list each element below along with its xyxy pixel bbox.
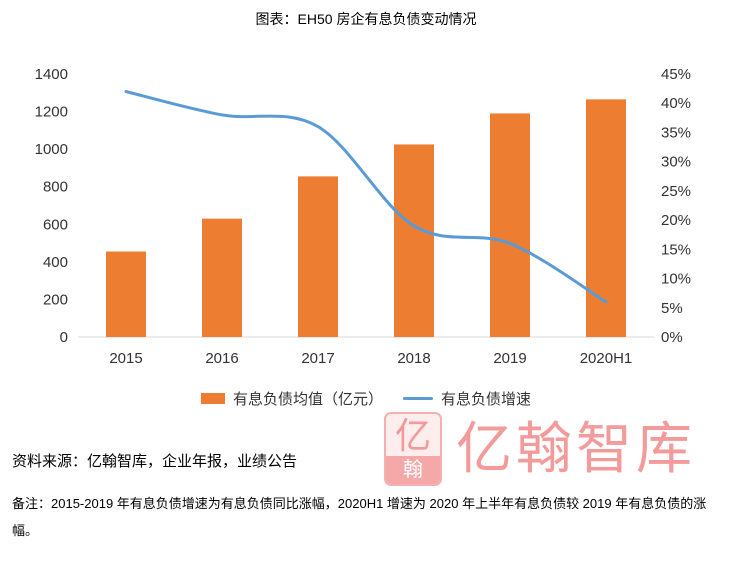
x-tick-label: 2016	[205, 350, 238, 367]
legend-swatch-line	[403, 396, 433, 400]
chart-title: 图表：EH50 房企有息负债变动情况	[255, 11, 477, 27]
y-tick-label: 600	[43, 216, 68, 233]
legend-label-growth: 有息负债增速	[441, 390, 532, 408]
growth-line	[124, 90, 608, 304]
y-tick-label: 400	[43, 254, 68, 271]
y-tick-label: 1200	[35, 104, 68, 121]
y-axis-right: 0% 5% 10% 15% 20% 25% 30% 35% 40% 45%	[661, 66, 691, 346]
footnote: 备注：2015-2019 年有息负债增速为有息负债同比涨幅，2020H1 增速为…	[12, 496, 707, 538]
y-tick-label: 800	[43, 179, 68, 196]
y2-tick-label: 35%	[661, 124, 691, 141]
y2-tick-label: 15%	[661, 241, 691, 258]
logo-watermark: 亿 翰 亿翰智库	[384, 412, 714, 488]
y2-tick-label: 45%	[661, 66, 691, 83]
legend-item-growth: 有息负债增速	[403, 388, 531, 409]
y2-tick-label: 40%	[661, 95, 691, 112]
y2-tick-label: 20%	[661, 212, 691, 229]
bar	[490, 113, 530, 337]
line-series	[124, 90, 608, 304]
x-tick-label: 2019	[493, 350, 526, 367]
logo-mark-icon: 亿 翰	[384, 412, 442, 486]
y-tick-label: 0	[60, 329, 68, 346]
logo-mark-top: 亿	[394, 416, 431, 456]
legend-swatch-bar	[200, 392, 225, 404]
y-tick-label: 200	[43, 291, 68, 308]
bar	[106, 251, 146, 337]
legend: 有息负债均值（亿元） 有息负债增速	[0, 387, 732, 409]
bar	[298, 176, 338, 337]
y2-tick-label: 5%	[661, 300, 683, 317]
y2-tick-label: 25%	[661, 183, 691, 200]
y2-tick-label: 10%	[661, 271, 691, 288]
y-tick-label: 1400	[35, 66, 68, 83]
x-tick-label: 2015	[109, 350, 142, 367]
legend-item-debt: 有息负债均值（亿元）	[200, 388, 383, 409]
x-tick-label: 2017	[301, 350, 334, 367]
y-tick-label: 1000	[35, 141, 68, 158]
x-axis: 2015 2016 2017 2018 2019 2020H1	[109, 350, 632, 367]
combo-chart: 0 200 400 600 800 1000 1200 1400 0% 5% 10% 15% 20% 25…	[35, 66, 691, 367]
x-tick-label: 2018	[397, 350, 430, 367]
y2-tick-label: 0%	[661, 329, 683, 346]
y-axis-left: 0 200 400 600 800 1000 1200 1400	[35, 66, 68, 346]
source-note: 资料来源：亿翰智库，企业年报，业绩公告	[12, 453, 298, 470]
x-tick-label: 2020H1	[580, 350, 633, 367]
logo-mark-bottom: 翰	[386, 456, 440, 484]
y2-tick-label: 30%	[661, 154, 691, 171]
bar-series	[106, 99, 626, 337]
logo-text: 亿翰智库	[456, 417, 696, 480]
legend-label-debt: 有息负债均值（亿元）	[232, 390, 383, 408]
bar	[586, 99, 626, 337]
bar	[394, 144, 434, 337]
bar	[202, 218, 242, 337]
